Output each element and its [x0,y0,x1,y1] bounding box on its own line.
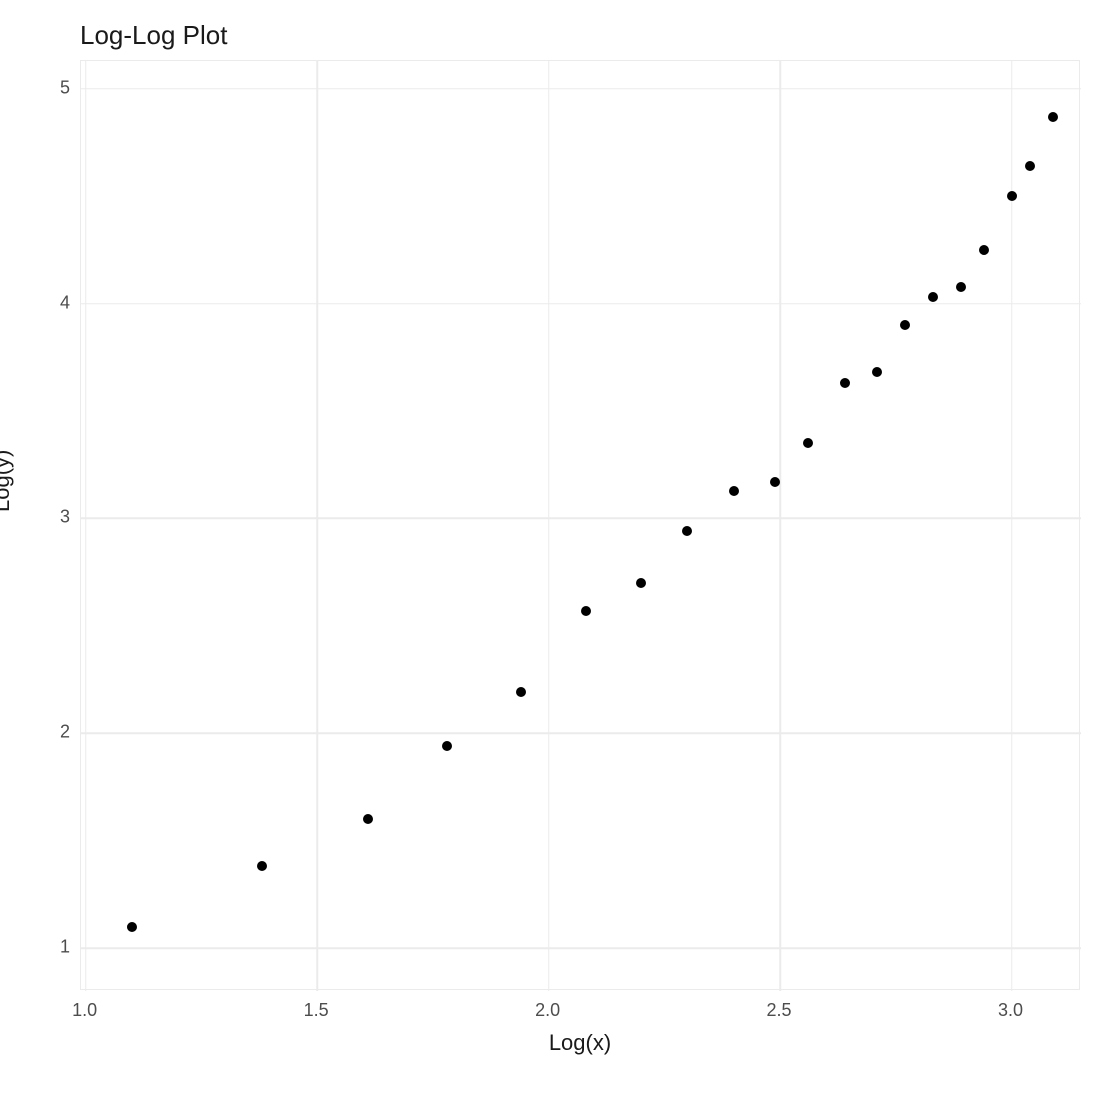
data-point [127,922,137,932]
data-point [729,486,739,496]
data-point [363,814,373,824]
y-tick-label: 5 [60,77,70,98]
data-point [956,282,966,292]
y-tick-label: 4 [60,292,70,313]
y-tick-label: 2 [60,722,70,743]
y-axis-label: Log(y) [0,450,15,512]
plot-panel [80,60,1080,990]
y-tick-label: 3 [60,507,70,528]
data-point [900,320,910,330]
gridline-v [316,61,318,991]
data-point [770,477,780,487]
x-tick-label: 2.5 [767,1000,792,1021]
gridline-v [779,61,781,991]
data-point [1048,112,1058,122]
data-point [979,245,989,255]
x-axis-label: Log(x) [549,1030,611,1056]
chart-title: Log-Log Plot [80,20,227,51]
gridline-h [81,518,1081,520]
data-point [442,741,452,751]
data-point [872,367,882,377]
data-point [257,861,267,871]
gridline-v [548,61,550,991]
x-tick-label: 3.0 [998,1000,1023,1021]
data-point [1007,191,1017,201]
y-tick-label: 1 [60,937,70,958]
gridline-h [81,88,1081,90]
data-point [803,438,813,448]
x-tick-label: 1.5 [304,1000,329,1021]
x-tick-label: 2.0 [535,1000,560,1021]
data-point [840,378,850,388]
gridline-h [81,733,1081,735]
gridline-v [85,61,87,991]
data-point [928,292,938,302]
gridline-h [81,303,1081,305]
scatter-chart: Log-Log Plot Log(x) Log(y) 1.0 1.5 2.0 2.5 3… [0,0,1097,1097]
x-tick-label: 1.0 [72,1000,97,1021]
data-point [1025,161,1035,171]
gridline-h [81,947,1081,949]
data-point [682,526,692,536]
data-point [516,687,526,697]
data-point [636,578,646,588]
data-point [581,606,591,616]
